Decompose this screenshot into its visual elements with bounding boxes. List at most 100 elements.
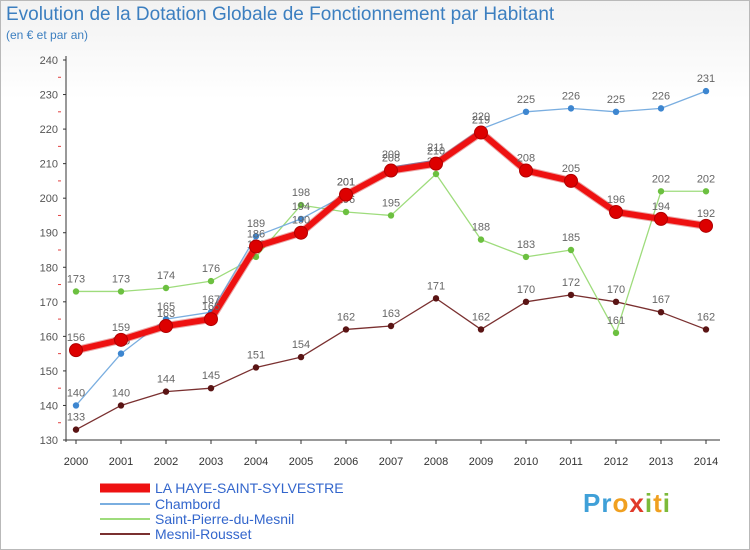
data-label-chambord: 225 bbox=[607, 94, 625, 106]
data-point-chambord bbox=[117, 350, 125, 357]
data-point-mesnil-rousset bbox=[342, 326, 350, 333]
data-point-la-haye-saint-sylvestre bbox=[429, 156, 443, 171]
x-tick-label: 2011 bbox=[559, 456, 583, 468]
data-label-chambord: 209 bbox=[382, 149, 400, 161]
data-point-la-haye-saint-sylvestre bbox=[609, 205, 623, 219]
data-label-mesnil-rousset: 151 bbox=[247, 349, 265, 361]
data-label-chambord: 201 bbox=[337, 177, 355, 189]
data-point-saint-pierre-du-mesnil bbox=[252, 253, 260, 261]
data-label-chambord: 189 bbox=[247, 218, 265, 230]
data-label-saint-pierre-du-mesnil: 183 bbox=[517, 239, 535, 251]
chart-subtitle: (en € et par an) bbox=[6, 28, 89, 42]
data-point-la-haye-saint-sylvestre bbox=[204, 312, 218, 327]
legend-label-la-haye-saint-sylvestre: LA HAYE-SAINT-SYLVESTRE bbox=[155, 480, 344, 496]
data-label-mesnil-rousset: 140 bbox=[112, 387, 130, 399]
legend-label-mesnil-rousset: Mesnil-Rousset bbox=[155, 526, 252, 542]
data-point-la-haye-saint-sylvestre bbox=[474, 125, 488, 140]
y-tick-label: 190 bbox=[40, 228, 58, 240]
x-tick-label: 2012 bbox=[604, 456, 628, 468]
data-label-saint-pierre-du-mesnil: 195 bbox=[382, 197, 400, 209]
data-label-mesnil-rousset: 162 bbox=[337, 311, 355, 323]
data-point-mesnil-rousset bbox=[207, 384, 215, 392]
data-label-mesnil-rousset: 171 bbox=[427, 280, 445, 292]
x-tick-label: 2003 bbox=[199, 456, 223, 468]
x-tick-label: 2009 bbox=[469, 456, 493, 468]
data-point-saint-pierre-du-mesnil bbox=[207, 277, 215, 285]
data-label-la-haye-saint-sylvestre: 163 bbox=[157, 308, 175, 320]
data-label-chambord: 165 bbox=[157, 301, 175, 313]
data-point-mesnil-rousset bbox=[297, 353, 305, 361]
y-tick-label: 220 bbox=[40, 124, 58, 136]
data-point-la-haye-saint-sylvestre bbox=[114, 332, 128, 347]
data-label-la-haye-saint-sylvestre: 196 bbox=[607, 194, 625, 206]
data-point-saint-pierre-du-mesnil bbox=[387, 212, 395, 219]
data-label-chambord: 167 bbox=[202, 294, 220, 306]
series-line-chambord bbox=[75, 90, 707, 407]
data-label-mesnil-rousset: 144 bbox=[157, 374, 175, 386]
data-point-chambord bbox=[72, 402, 80, 409]
y-tick-label: 150 bbox=[40, 366, 58, 378]
data-label-saint-pierre-du-mesnil: 188 bbox=[472, 222, 490, 234]
data-label-chambord: 211 bbox=[427, 142, 445, 154]
data-point-chambord bbox=[567, 105, 575, 112]
x-tick-label: 2004 bbox=[244, 456, 268, 468]
x-tick-label: 2000 bbox=[64, 456, 88, 468]
data-point-saint-pierre-du-mesnil bbox=[117, 288, 125, 295]
data-label-la-haye-saint-sylvestre: 165 bbox=[202, 301, 220, 313]
data-label-la-haye-saint-sylvestre: 194 bbox=[652, 201, 670, 213]
data-point-saint-pierre-du-mesnil bbox=[342, 208, 350, 216]
x-tick-label: 2002 bbox=[154, 456, 178, 468]
data-point-saint-pierre-du-mesnil bbox=[162, 284, 170, 292]
data-point-la-haye-saint-sylvestre bbox=[159, 319, 173, 333]
data-point-la-haye-saint-sylvestre bbox=[519, 163, 533, 178]
data-label-la-haye-saint-sylvestre: 208 bbox=[517, 153, 535, 165]
data-label-la-haye-saint-sylvestre: 208 bbox=[382, 153, 400, 165]
data-point-mesnil-rousset bbox=[432, 295, 440, 302]
data-point-mesnil-rousset bbox=[162, 388, 170, 395]
data-point-saint-pierre-du-mesnil bbox=[432, 170, 440, 178]
x-tick-label: 2008 bbox=[424, 456, 448, 468]
data-label-chambord: 194 bbox=[292, 201, 310, 213]
data-point-chambord bbox=[702, 87, 710, 95]
data-point-saint-pierre-du-mesnil bbox=[612, 329, 620, 337]
data-point-mesnil-rousset bbox=[387, 322, 395, 330]
data-point-saint-pierre-du-mesnil bbox=[72, 288, 80, 295]
y-tick-label: 140 bbox=[40, 400, 58, 412]
data-label-la-haye-saint-sylvestre: 205 bbox=[562, 163, 580, 175]
data-label-la-haye-saint-sylvestre: 201 bbox=[337, 177, 355, 189]
data-point-la-haye-saint-sylvestre bbox=[69, 343, 83, 358]
data-point-la-haye-saint-sylvestre bbox=[249, 239, 263, 254]
chart-title: Evolution de la Dotation Globale de Fonc… bbox=[6, 4, 555, 25]
data-label-chambord: 220 bbox=[472, 111, 490, 123]
data-point-la-haye-saint-sylvestre bbox=[564, 173, 578, 188]
y-tick-label: 210 bbox=[40, 159, 58, 171]
data-label-saint-pierre-du-mesnil: 198 bbox=[292, 187, 310, 199]
data-label-mesnil-rousset: 162 bbox=[472, 311, 490, 323]
data-label-mesnil-rousset: 163 bbox=[382, 308, 400, 320]
data-label-saint-pierre-du-mesnil: 173 bbox=[67, 273, 85, 285]
y-tick-label: 160 bbox=[40, 331, 58, 343]
data-point-chambord bbox=[657, 105, 665, 112]
data-label-la-haye-saint-sylvestre: 186 bbox=[247, 229, 265, 241]
data-label-la-haye-saint-sylvestre: 219 bbox=[472, 115, 490, 127]
data-label-saint-pierre-du-mesnil: 161 bbox=[607, 315, 625, 327]
data-label-la-haye-saint-sylvestre: 210 bbox=[427, 146, 445, 158]
data-point-la-haye-saint-sylvestre bbox=[654, 211, 668, 226]
data-point-mesnil-rousset bbox=[567, 291, 575, 299]
x-tick-label: 2001 bbox=[109, 456, 133, 468]
data-point-mesnil-rousset bbox=[117, 402, 125, 409]
y-tick-label: 180 bbox=[40, 262, 58, 274]
data-label-la-haye-saint-sylvestre: 159 bbox=[112, 322, 130, 334]
data-label-mesnil-rousset: 170 bbox=[607, 284, 625, 296]
y-tick-label: 230 bbox=[40, 90, 58, 102]
y-tick-label: 200 bbox=[40, 193, 58, 205]
proxiti-logo: Proxiti bbox=[583, 488, 671, 518]
data-point-saint-pierre-du-mesnil bbox=[702, 188, 710, 195]
data-label-saint-pierre-du-mesnil: 202 bbox=[697, 173, 715, 185]
data-point-chambord bbox=[252, 232, 260, 240]
data-point-la-haye-saint-sylvestre bbox=[294, 225, 308, 240]
data-label-chambord: 225 bbox=[517, 94, 535, 106]
data-label-la-haye-saint-sylvestre: 156 bbox=[67, 332, 85, 344]
y-tick-label: 130 bbox=[40, 435, 58, 447]
